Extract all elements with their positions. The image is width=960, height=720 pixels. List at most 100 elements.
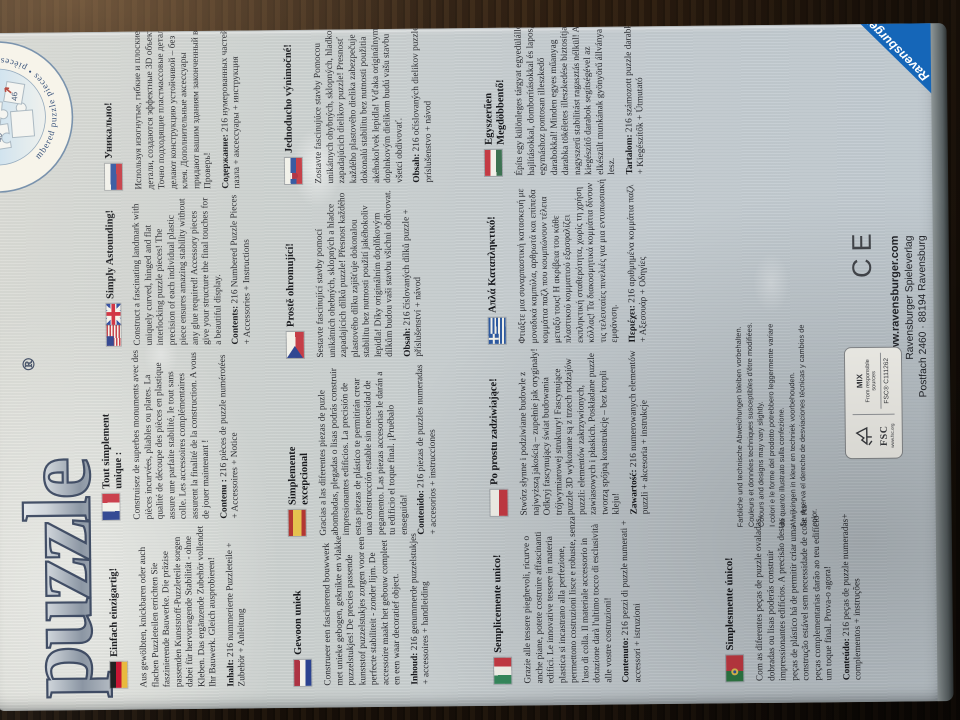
language-block-russian: Уникально! Используя изогнутые, гибкие и…	[102, 23, 243, 190]
block-heading: Simplemente excepcional	[286, 446, 311, 506]
flags	[493, 657, 516, 684]
block-body-text: Construct a fascinating landmark with un…	[131, 197, 224, 346]
block-body-text: Gracias a las diferentes piezas de puzle…	[317, 368, 410, 536]
puzzle-wordmark-text: puzzle	[3, 458, 113, 699]
language-block-italian: Semplicemente unico! Grazie alle tessere…	[492, 514, 645, 684]
block-heading: Egyszerűen Megdöbbentő!	[483, 79, 507, 145]
block-heading: Po prostu zadziwiające!	[488, 378, 501, 485]
ce-mark: CE	[846, 226, 878, 279]
puzzle-logo: puzzle ®	[0, 322, 121, 703]
block-body-text: Construeer een fascinerend bouwwerk met …	[321, 535, 403, 686]
fsc-code: FSC® C111262	[879, 352, 891, 409]
language-block-czech: Prostě ohromující! Sestavte fascinující …	[284, 187, 425, 359]
contents-label: Содержание:	[220, 134, 231, 189]
scuff-mark	[752, 252, 790, 314]
block-body-text: Construisez de superbes monuments avec d…	[131, 349, 212, 520]
fsc-logo: FSC www.fsc.org	[852, 413, 895, 454]
fsc-label: FSC www.fsc.org MIX From responsible sou…	[843, 346, 904, 460]
flags	[109, 661, 132, 688]
flag-united-states-icon	[106, 324, 121, 346]
fsc-tree-icon	[855, 426, 873, 446]
flags	[488, 317, 511, 344]
flags	[284, 157, 307, 185]
flags	[725, 655, 748, 682]
fsc-word: FSC	[878, 425, 890, 447]
block-heading: Gewoon uniek	[292, 590, 305, 655]
flag-czech-republic-icon	[286, 331, 304, 359]
fsc-url: www.fsc.org	[889, 423, 895, 448]
flag-netherlands-icon	[294, 659, 312, 686]
contents-label: Περιέχει:	[627, 305, 638, 343]
block-heading: Уникально!	[103, 102, 115, 159]
contents-label: Contenido:	[416, 490, 428, 535]
block-contents-line: Contenu : 216 pièces de puzzle numérotée…	[218, 349, 243, 519]
contents-label: Inhoud:	[409, 652, 421, 685]
block-contents-line: Inhalt: 216 nummerierte Puzzleteile + Zu…	[224, 518, 249, 686]
language-block-slovak: Jednoducho výnimočné! Zostavte fascinujú…	[282, 23, 436, 185]
block-contents-line: Περιέχει: 216 αριθμημένα κομμάτια παζλ +…	[626, 178, 651, 343]
language-block-polish: Po prostu zadziwiające! Stwórz słynne i …	[488, 346, 652, 516]
block-heading: Tout simplement unique :	[100, 413, 125, 489]
block-heading-row: Prostě ohromující!	[284, 188, 309, 359]
block-heading-row: Simplemente excepcional	[286, 364, 312, 537]
block-heading-row: Simplesmente único!	[724, 505, 749, 682]
contents-label: Conteúdo:	[841, 638, 852, 681]
block-heading: Simply Astounding!	[104, 209, 117, 299]
block-contents-line: Tartalom: 216 számozott puzzle darabka +…	[623, 23, 648, 174]
block-heading: Simplesmente único!	[724, 557, 737, 651]
piece-number: 45	[0, 133, 4, 143]
legal-variations-text: Farbliche und technische Abweichungen bl…	[733, 322, 819, 528]
contents-label: Inhalt:	[225, 659, 237, 687]
block-contents-line: Zawartość: 216 numerowanych elementów pu…	[628, 346, 653, 514]
contents-label: Zawartość:	[628, 469, 640, 515]
block-heading: Einfach einzigartig!	[108, 567, 121, 657]
block-heading-row: Simply Astounding!	[104, 194, 126, 346]
language-block-greek: Απλά Καταπληκτικό! Φτιάξτε μια συναρπαστ…	[486, 178, 650, 344]
contents-label: Contenuto:	[621, 637, 632, 683]
contents-label: Contenu :	[218, 479, 230, 519]
block-body-text: Stwórz słynne i podziwiane budowle z naj…	[518, 348, 622, 516]
language-block-french: Tout simplement unique : Construisez de …	[100, 349, 243, 520]
puzzle-pieces-illustration: 45 46	[0, 80, 36, 152]
block-heading-row: Einfach einzigartig!	[108, 520, 133, 688]
block-contents-line: Содержание: 216 нумерованных частей пазл…	[219, 23, 244, 189]
block-contents-line: Contenido: 216 piezas de puzzles numerad…	[415, 362, 440, 534]
block-body-text: Com as diferentes peças de puzzle ovalad…	[753, 504, 835, 682]
contents-label: Obsah:	[402, 327, 413, 357]
flags	[489, 489, 512, 516]
ravensburger-triangle-svg: Ravensburger	[844, 23, 938, 100]
block-contents-line: Conteúdo: 216 peças de puzzle numeradas+…	[840, 504, 865, 681]
flag-slovakia-icon	[284, 157, 303, 185]
publisher-address: Postfach 2460 · 88194 Ravensburg	[916, 235, 930, 398]
language-block-dutch: Gewoon uniek Construeer een fascinerend …	[292, 533, 433, 686]
flag-france-icon	[102, 493, 120, 520]
block-heading-row: Απλά Καταπληκτικό!	[486, 180, 511, 344]
ravensburger-logo: Ravensburger	[842, 23, 942, 102]
flag-poland-icon	[490, 489, 508, 516]
flag-united-kingdom-icon	[106, 303, 121, 325]
block-heading-row: Po prostu zadziwiające!	[488, 348, 513, 516]
piece-number: 46	[10, 91, 19, 101]
flag-hungary-icon	[484, 149, 503, 176]
flag-germany-icon	[110, 661, 128, 688]
flags	[104, 163, 127, 190]
block-heading-row: Уникально!	[102, 23, 127, 190]
block-body-text: Grazie alle tessere pieghevoli, ricurve …	[521, 516, 614, 684]
block-heading: Semplicemente unico!	[492, 554, 505, 653]
numbered-pieces-badge: 45 46 mbered puzzle pieces • pièces de p…	[0, 36, 83, 201]
puzzle-box-back: puzzle ®	[0, 23, 944, 712]
badge-ring	[0, 41, 74, 193]
block-heading: Απλά Καταπληκτικό!	[486, 216, 499, 313]
block-heading: Jednoducho výnimočné!	[282, 44, 295, 154]
block-heading: Prostě ohromující!	[284, 243, 297, 328]
arrow-marks	[4, 87, 12, 94]
flag-portugal-icon	[726, 655, 744, 682]
block-body-text: Используя изогнутые, гибкие и плоские де…	[132, 23, 214, 190]
contents-label: Tartalom:	[624, 134, 635, 175]
contents-label: Obsah:	[411, 153, 423, 183]
flag-russia-icon	[104, 163, 123, 190]
flags	[484, 149, 507, 176]
block-contents-line: Contenuto: 216 pezzi di puzzle numerati …	[620, 514, 645, 682]
block-contents-line: Obsah: 216 očíslovaných dielikov puzzle …	[411, 23, 436, 182]
